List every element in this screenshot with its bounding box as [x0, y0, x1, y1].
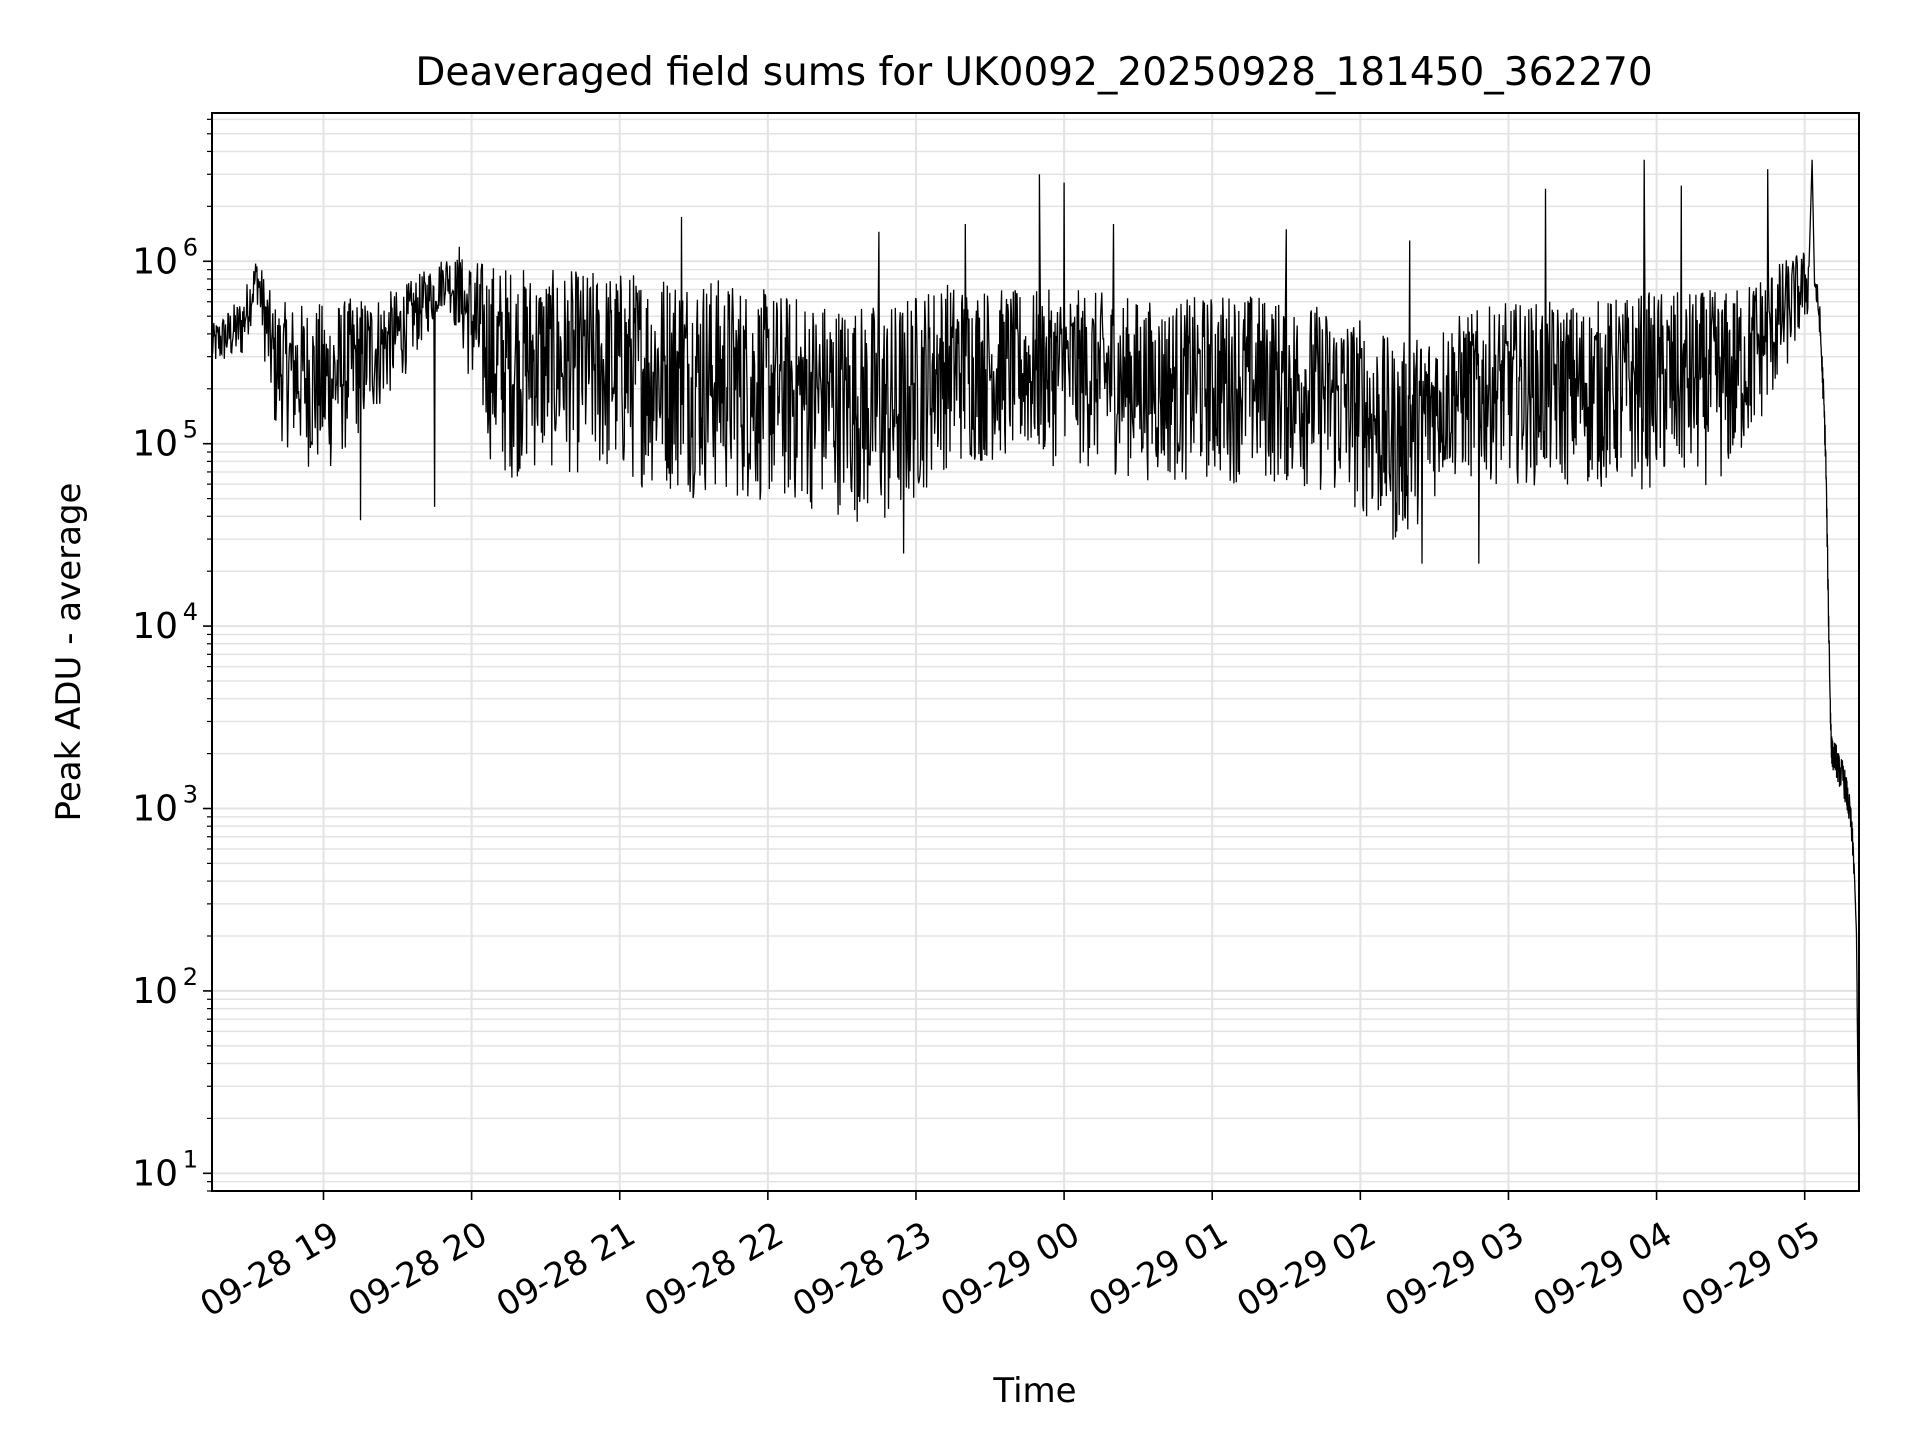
y-tick-label-exponent: 2 [183, 963, 198, 991]
x-axis-label: Time [992, 1371, 1076, 1411]
y-tick-label-exponent: 4 [183, 598, 198, 626]
y-tick-label: 10 [132, 971, 178, 1012]
y-tick-label: 10 [132, 789, 178, 830]
chart-title: Deaveraged field sums for UK0092_2025092… [415, 50, 1652, 95]
y-tick-label-exponent: 6 [183, 233, 198, 261]
y-tick-label: 10 [132, 606, 178, 647]
series-line [211, 159, 1860, 1142]
y-tick-label: 10 [132, 241, 178, 282]
y-tick-label-exponent: 1 [183, 1145, 198, 1173]
y-axis-label: Peak ADU - average [49, 483, 89, 822]
y-tick-label-exponent: 5 [183, 416, 198, 444]
y-tick-label: 10 [132, 424, 178, 465]
axes-frame [211, 112, 1860, 1192]
y-tick-label-exponent: 3 [183, 781, 198, 809]
plot-area [211, 159, 1860, 1142]
y-tick-label: 10 [132, 1153, 178, 1194]
grid-lines [212, 113, 1859, 1192]
